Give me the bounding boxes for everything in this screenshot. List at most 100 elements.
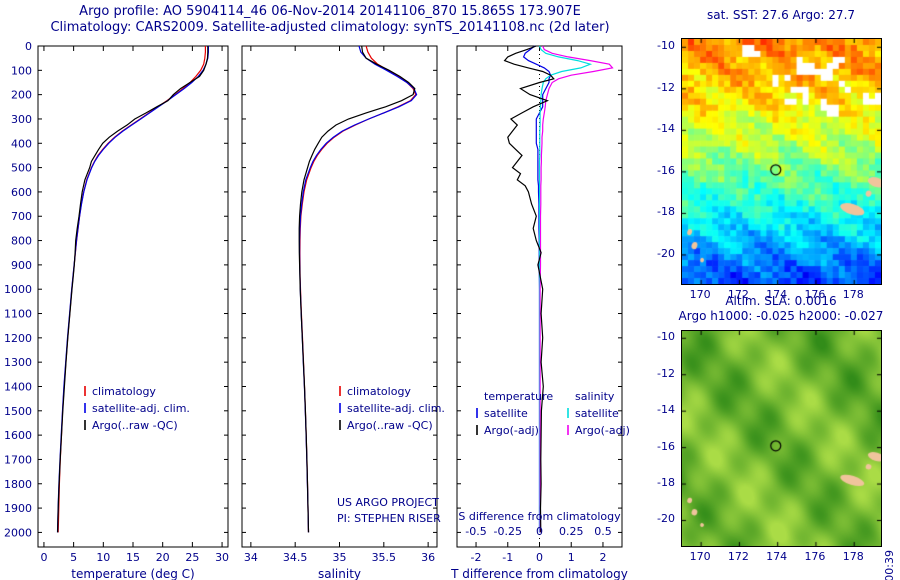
legend-label: Argo(..raw -QC) [347, 419, 433, 432]
legend-label: satellite-adj. clim. [347, 402, 445, 415]
series-t-argo-adj- [503, 45, 555, 533]
map-lat-tick-label: -20 [657, 512, 675, 526]
map-lon-tick-label: 174 [766, 288, 788, 301]
map-lon-tick-label: 178 [842, 288, 864, 301]
depth-tick-label: 300 [11, 113, 32, 126]
series-climatology [57, 46, 206, 533]
depth-tick-label: 200 [11, 89, 32, 102]
depth-tick-label: 400 [11, 137, 32, 150]
x-tick-label: 36 [421, 551, 435, 564]
series-s-argo-adj-x4 [539, 45, 614, 533]
legend-label: climatology [92, 385, 156, 398]
depth-tick-label: 700 [11, 210, 32, 223]
map-lat-tick-label: -14 [657, 122, 675, 136]
map-lat-tick-label: -18 [657, 205, 675, 219]
map-lat-tick-label: -20 [657, 246, 675, 260]
depth-tick-label: 1500 [4, 405, 32, 418]
x-tick-label: 1 [568, 551, 575, 564]
x-tick-label: 35 [333, 551, 347, 564]
depth-tick-label: 1800 [4, 478, 32, 491]
x-tick-label: 5 [70, 551, 77, 564]
series-climatology [299, 45, 417, 533]
series-t-satellite [522, 45, 552, 533]
axes-box [241, 45, 438, 548]
x-tick-label: 0 [40, 551, 47, 564]
legend-label: satellite [484, 407, 528, 420]
series-satellite-adj-clim- [56, 46, 209, 533]
x-tick-label: 34.5 [283, 551, 308, 564]
salinity-profile-chart: 34 34.5 35 35.5 36 salinity climatology satelli… [241, 45, 445, 580]
x-axis-label: temperature (deg C) [71, 567, 194, 580]
page-title-line1: Argo profile: AO 5904114_46 06-Nov-2014 … [79, 4, 581, 19]
map-lat-tick-label: -10 [657, 330, 675, 344]
series-satellite-adj-clim- [298, 45, 418, 533]
x-tick-label: 0 [536, 551, 543, 564]
annotation-note: US ARGO PROJECT [337, 496, 439, 509]
map-lon-tick-label: 170 [689, 288, 711, 301]
map-lon-tick-label: 172 [727, 550, 749, 563]
legend-label: satellite-adj. clim. [92, 402, 190, 415]
x-tick-label: 15 [126, 551, 140, 564]
s-axis-tick-label: 0 [536, 525, 543, 538]
legend-column-header: temperature [484, 390, 553, 403]
map-lat-tick-label: -18 [657, 476, 675, 490]
x-tick-label: 25 [185, 551, 199, 564]
map-lon-tick-label: 174 [766, 550, 788, 563]
x-tick-label: -2 [471, 551, 482, 564]
map-lat-tick-label: -14 [657, 403, 675, 417]
depth-tick-label: 1600 [4, 429, 32, 442]
temperature-profile-chart: 0 5 10 15 20 25 300100200300400500600700800900… [4, 40, 229, 580]
annotation-note: PI: STEPHEN RISER [337, 512, 441, 525]
sst-map [681, 38, 882, 285]
depth-tick-label: 1400 [4, 380, 32, 393]
map-lon-tick-label: 178 [842, 550, 864, 563]
depth-tick-label: 1200 [4, 332, 32, 345]
series-argo-raw-qc- [298, 45, 416, 533]
series-s-satellite-x4 [538, 45, 593, 533]
difference-profile-chart: -2 -1 0 1 2 T difference from climatology temp… [450, 45, 630, 580]
x-tick-label: 34 [244, 551, 258, 564]
x-tick-label: -1 [502, 551, 513, 564]
legend-column-header: salinity [575, 390, 615, 403]
legend-label: Argo(-adj) [484, 424, 539, 437]
x-axis-label: salinity [318, 567, 361, 580]
depth-tick-label: 1000 [4, 283, 32, 296]
legend-label: Argo(..raw -QC) [92, 419, 178, 432]
depth-tick-label: 500 [11, 162, 32, 175]
depth-tick-label: 0 [25, 40, 32, 53]
sla-map-title-line1: Altim. SLA: 0.0016 [725, 294, 837, 308]
x-tick-label: 20 [156, 551, 170, 564]
map-lat-tick-label: -10 [657, 39, 675, 53]
sla-map [681, 330, 882, 547]
depth-tick-label: 2000 [4, 526, 32, 539]
s-axis-tick-label: -0.25 [494, 525, 522, 538]
legend-label: climatology [347, 385, 411, 398]
depth-tick-label: 800 [11, 235, 32, 248]
map-lat-tick-label: -12 [657, 80, 675, 94]
depth-tick-label: 1900 [4, 502, 32, 515]
depth-tick-label: 600 [11, 186, 32, 199]
x-tick-label: 10 [96, 551, 110, 564]
s-axis-label: S difference from climatology [458, 510, 621, 523]
map-lat-tick-label: -12 [657, 366, 675, 380]
x-tick-label: 35.5 [372, 551, 397, 564]
legend-label: Argo(-adj) [575, 424, 630, 437]
depth-tick-label: 1300 [4, 356, 32, 369]
s-axis-tick-label: 0.5 [594, 525, 612, 538]
map-lon-tick-label: 176 [804, 550, 826, 563]
depth-tick-label: 1100 [4, 308, 32, 321]
map-lon-tick-label: 176 [804, 288, 826, 301]
s-axis-tick-label: 0.25 [559, 525, 584, 538]
x-axis-label: T difference from climatology [450, 567, 628, 580]
generation-timestamp-note: IMOS 16-Nov-2014 20:00:39 [883, 550, 896, 580]
map-lon-tick-label: 170 [689, 550, 711, 563]
sla-map-title-line2: Argo h1000: -0.025 h2000: -0.027 [678, 309, 884, 323]
map-lat-tick-label: -16 [657, 439, 675, 453]
sst-map-title: sat. SST: 27.6 Argo: 27.7 [706, 8, 856, 22]
depth-tick-label: 1700 [4, 453, 32, 466]
depth-tick-label: 100 [11, 64, 32, 77]
map-lon-tick-label: 172 [727, 288, 749, 301]
legend-label: satellite [575, 407, 619, 420]
page-title-line2: Climatology: CARS2009. Satellite-adjuste… [50, 20, 610, 35]
